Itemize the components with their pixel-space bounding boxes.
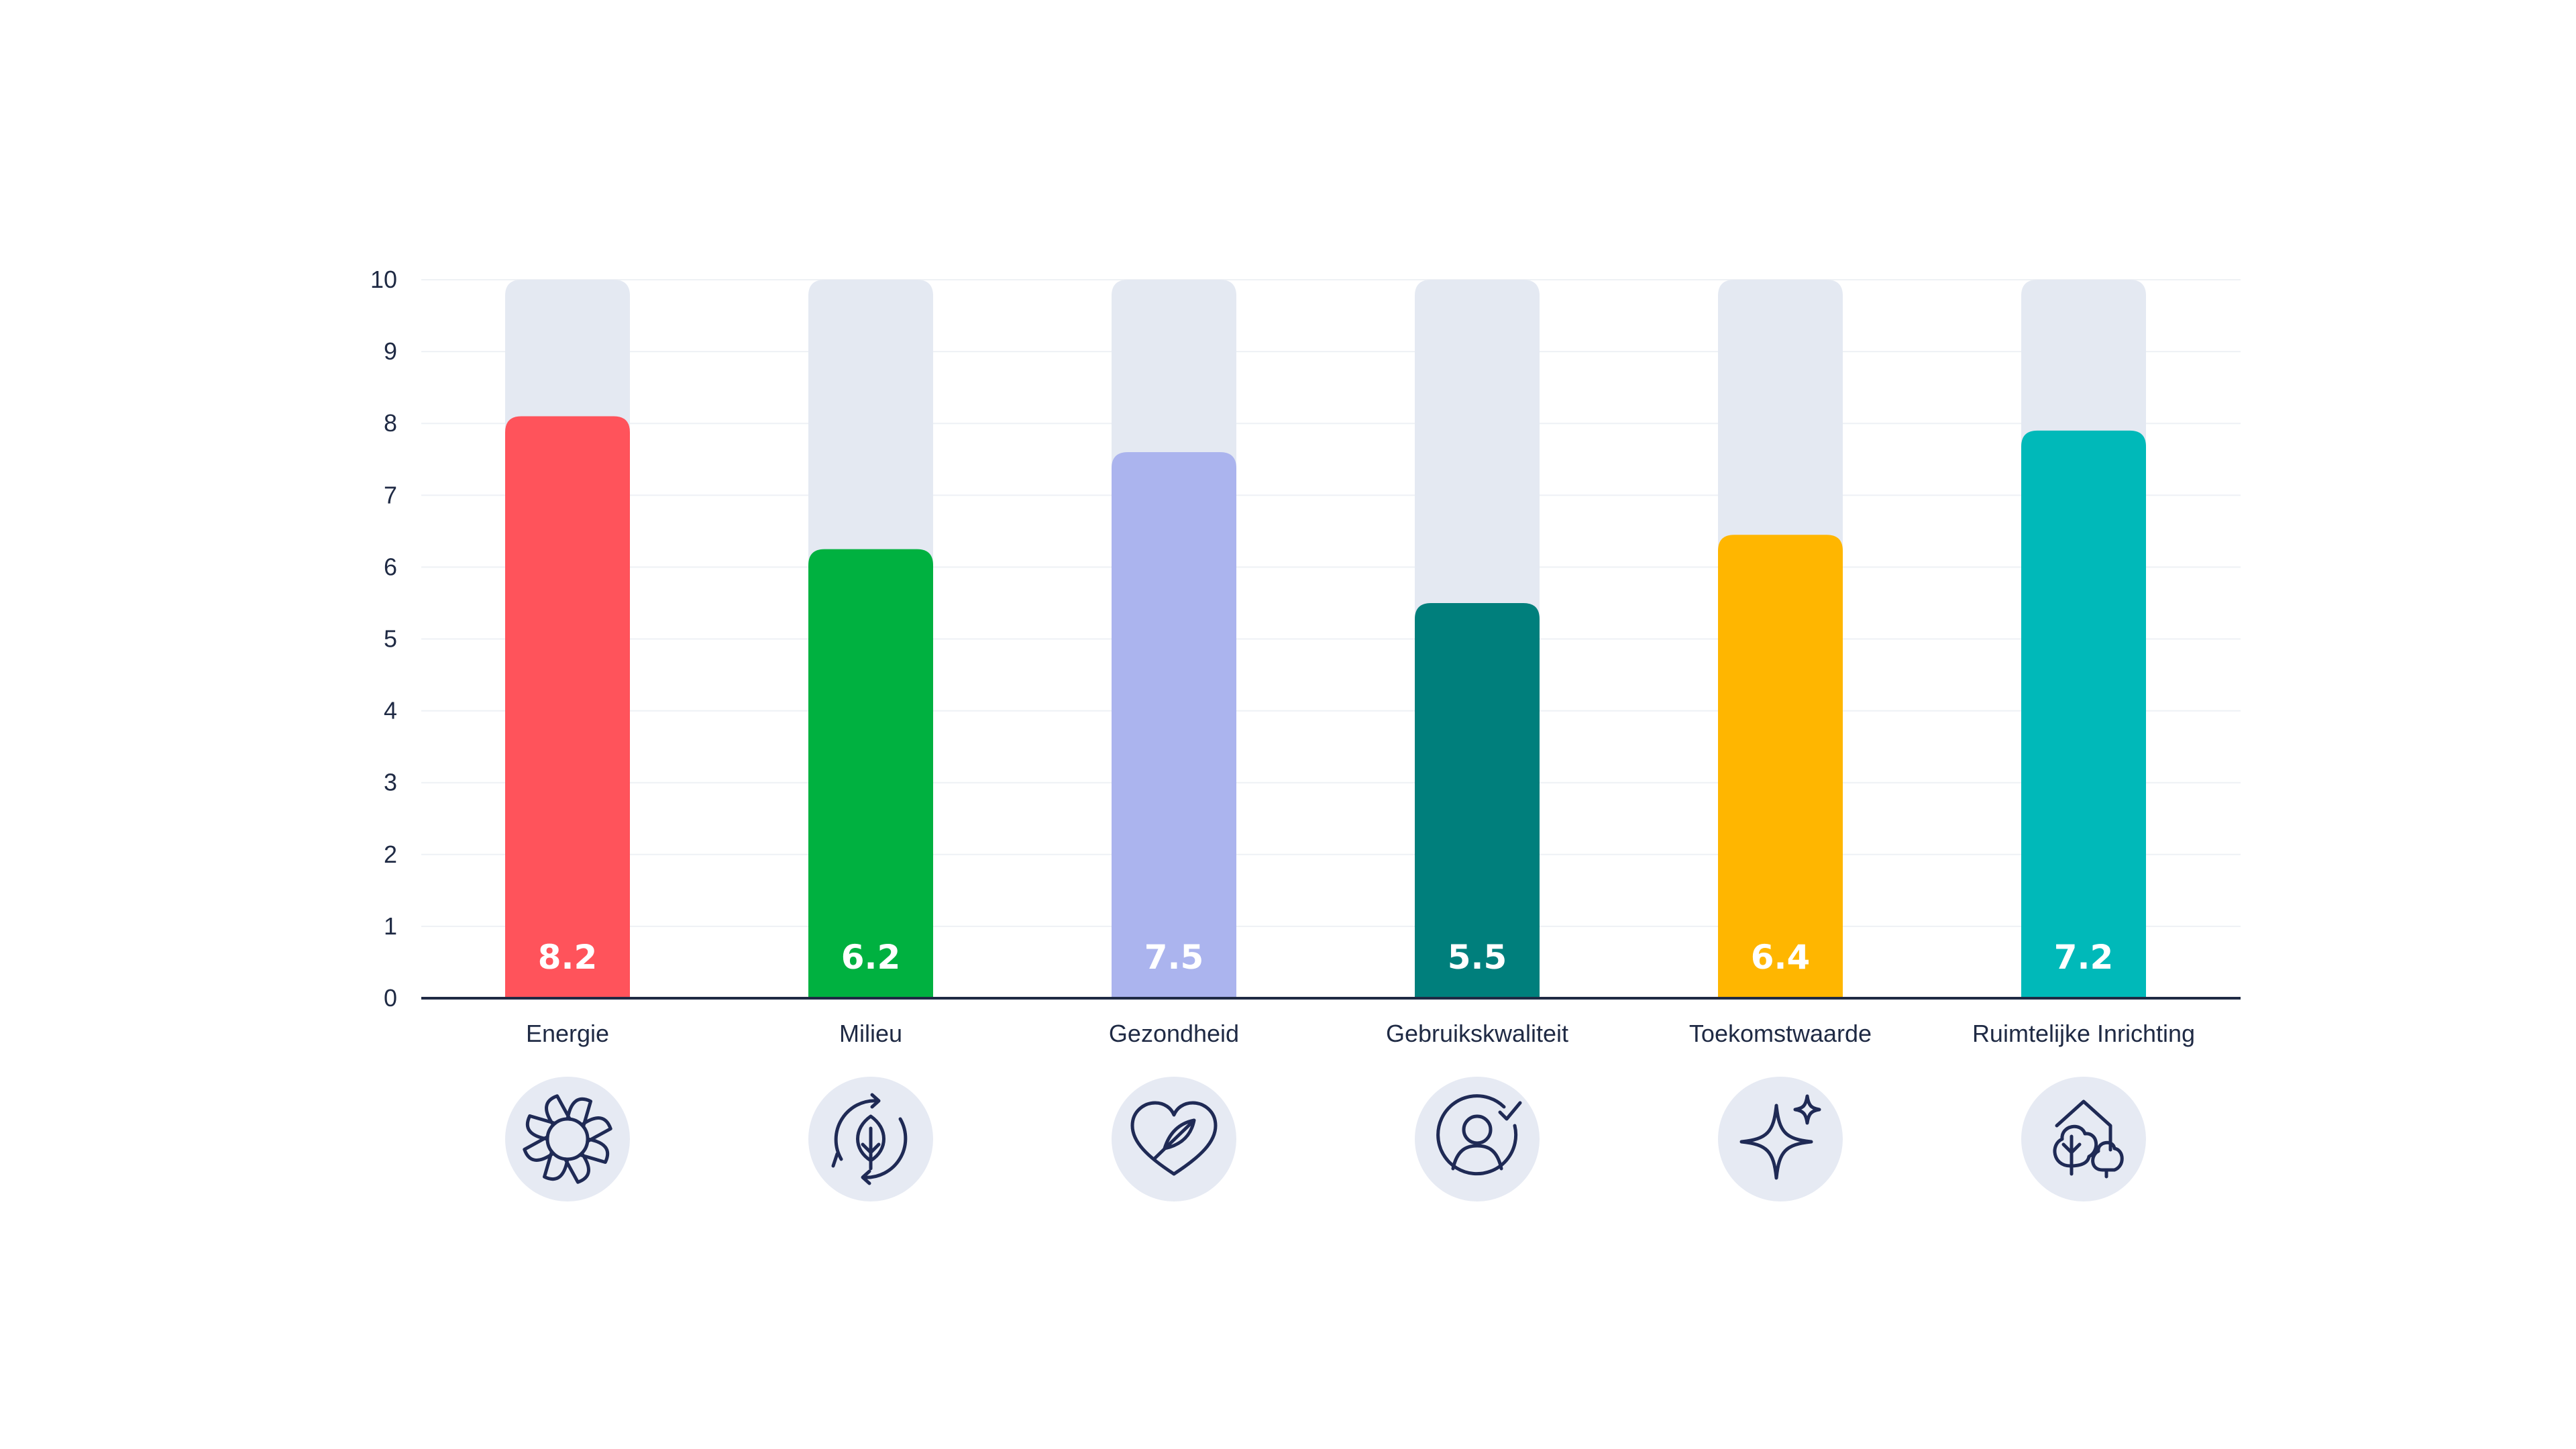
sparkle-icon — [1718, 1077, 1843, 1201]
y-tick-label: 0 — [384, 984, 397, 1012]
y-tick-label: 1 — [384, 912, 397, 940]
leaf-cycle-icon — [808, 1077, 933, 1201]
icon-layer — [505, 1077, 2146, 1201]
bar-value-label: 7.5 — [1144, 938, 1204, 977]
house-tree-icon — [2021, 1077, 2146, 1201]
category-label: Gezondheid — [1109, 1020, 1239, 1047]
bar-toekomstwaarde — [1718, 535, 1843, 998]
y-tick-label: 8 — [384, 409, 397, 437]
bar-layer — [505, 416, 2146, 998]
bar-value-label: 8.2 — [538, 938, 598, 977]
bar-energie — [505, 416, 630, 998]
category-label: Gebruikskwaliteit — [1386, 1020, 1568, 1047]
category-label: Ruimtelijke Inrichting — [1972, 1020, 2195, 1047]
y-tick-label: 5 — [384, 625, 397, 653]
heart-feather-icon — [1112, 1077, 1236, 1201]
y-tick-label: 10 — [370, 266, 397, 293]
y-tick-label: 7 — [384, 481, 397, 508]
category-label: Toekomstwaarde — [1689, 1020, 1872, 1047]
value-layer: 8.2 6.2 7.5 5.5 6.4 7.2 — [538, 938, 2114, 977]
bar-ruimtelijke-inrichting — [2021, 430, 2146, 998]
bar-value-label: 7.2 — [2054, 938, 2114, 977]
turbine-icon — [505, 1077, 630, 1201]
y-tick-label: 3 — [384, 769, 397, 796]
bar-gezondheid — [1112, 452, 1236, 998]
y-tick-label: 9 — [384, 337, 397, 365]
bar-value-label: 6.4 — [1751, 938, 1811, 977]
grid-layer — [421, 279, 2241, 927]
category-layer: Energie Milieu Gezondheid Gebruikskwaliteit… — [526, 1020, 2195, 1047]
bar-value-label: 5.5 — [1448, 938, 1507, 977]
user-check-icon — [1415, 1077, 1540, 1201]
bar-gebruikskwaliteit — [1415, 602, 1540, 998]
bar-milieu — [808, 549, 933, 998]
y-tick-label: 6 — [384, 553, 397, 580]
category-label: Milieu — [839, 1020, 902, 1047]
tick-layer: 0 1 2 3 4 5 6 7 8 9 10 — [370, 266, 397, 1012]
bar-value-label: 6.2 — [841, 938, 901, 977]
y-tick-label: 2 — [384, 841, 397, 868]
category-label: Energie — [526, 1020, 609, 1047]
y-tick-label: 4 — [384, 697, 397, 724]
